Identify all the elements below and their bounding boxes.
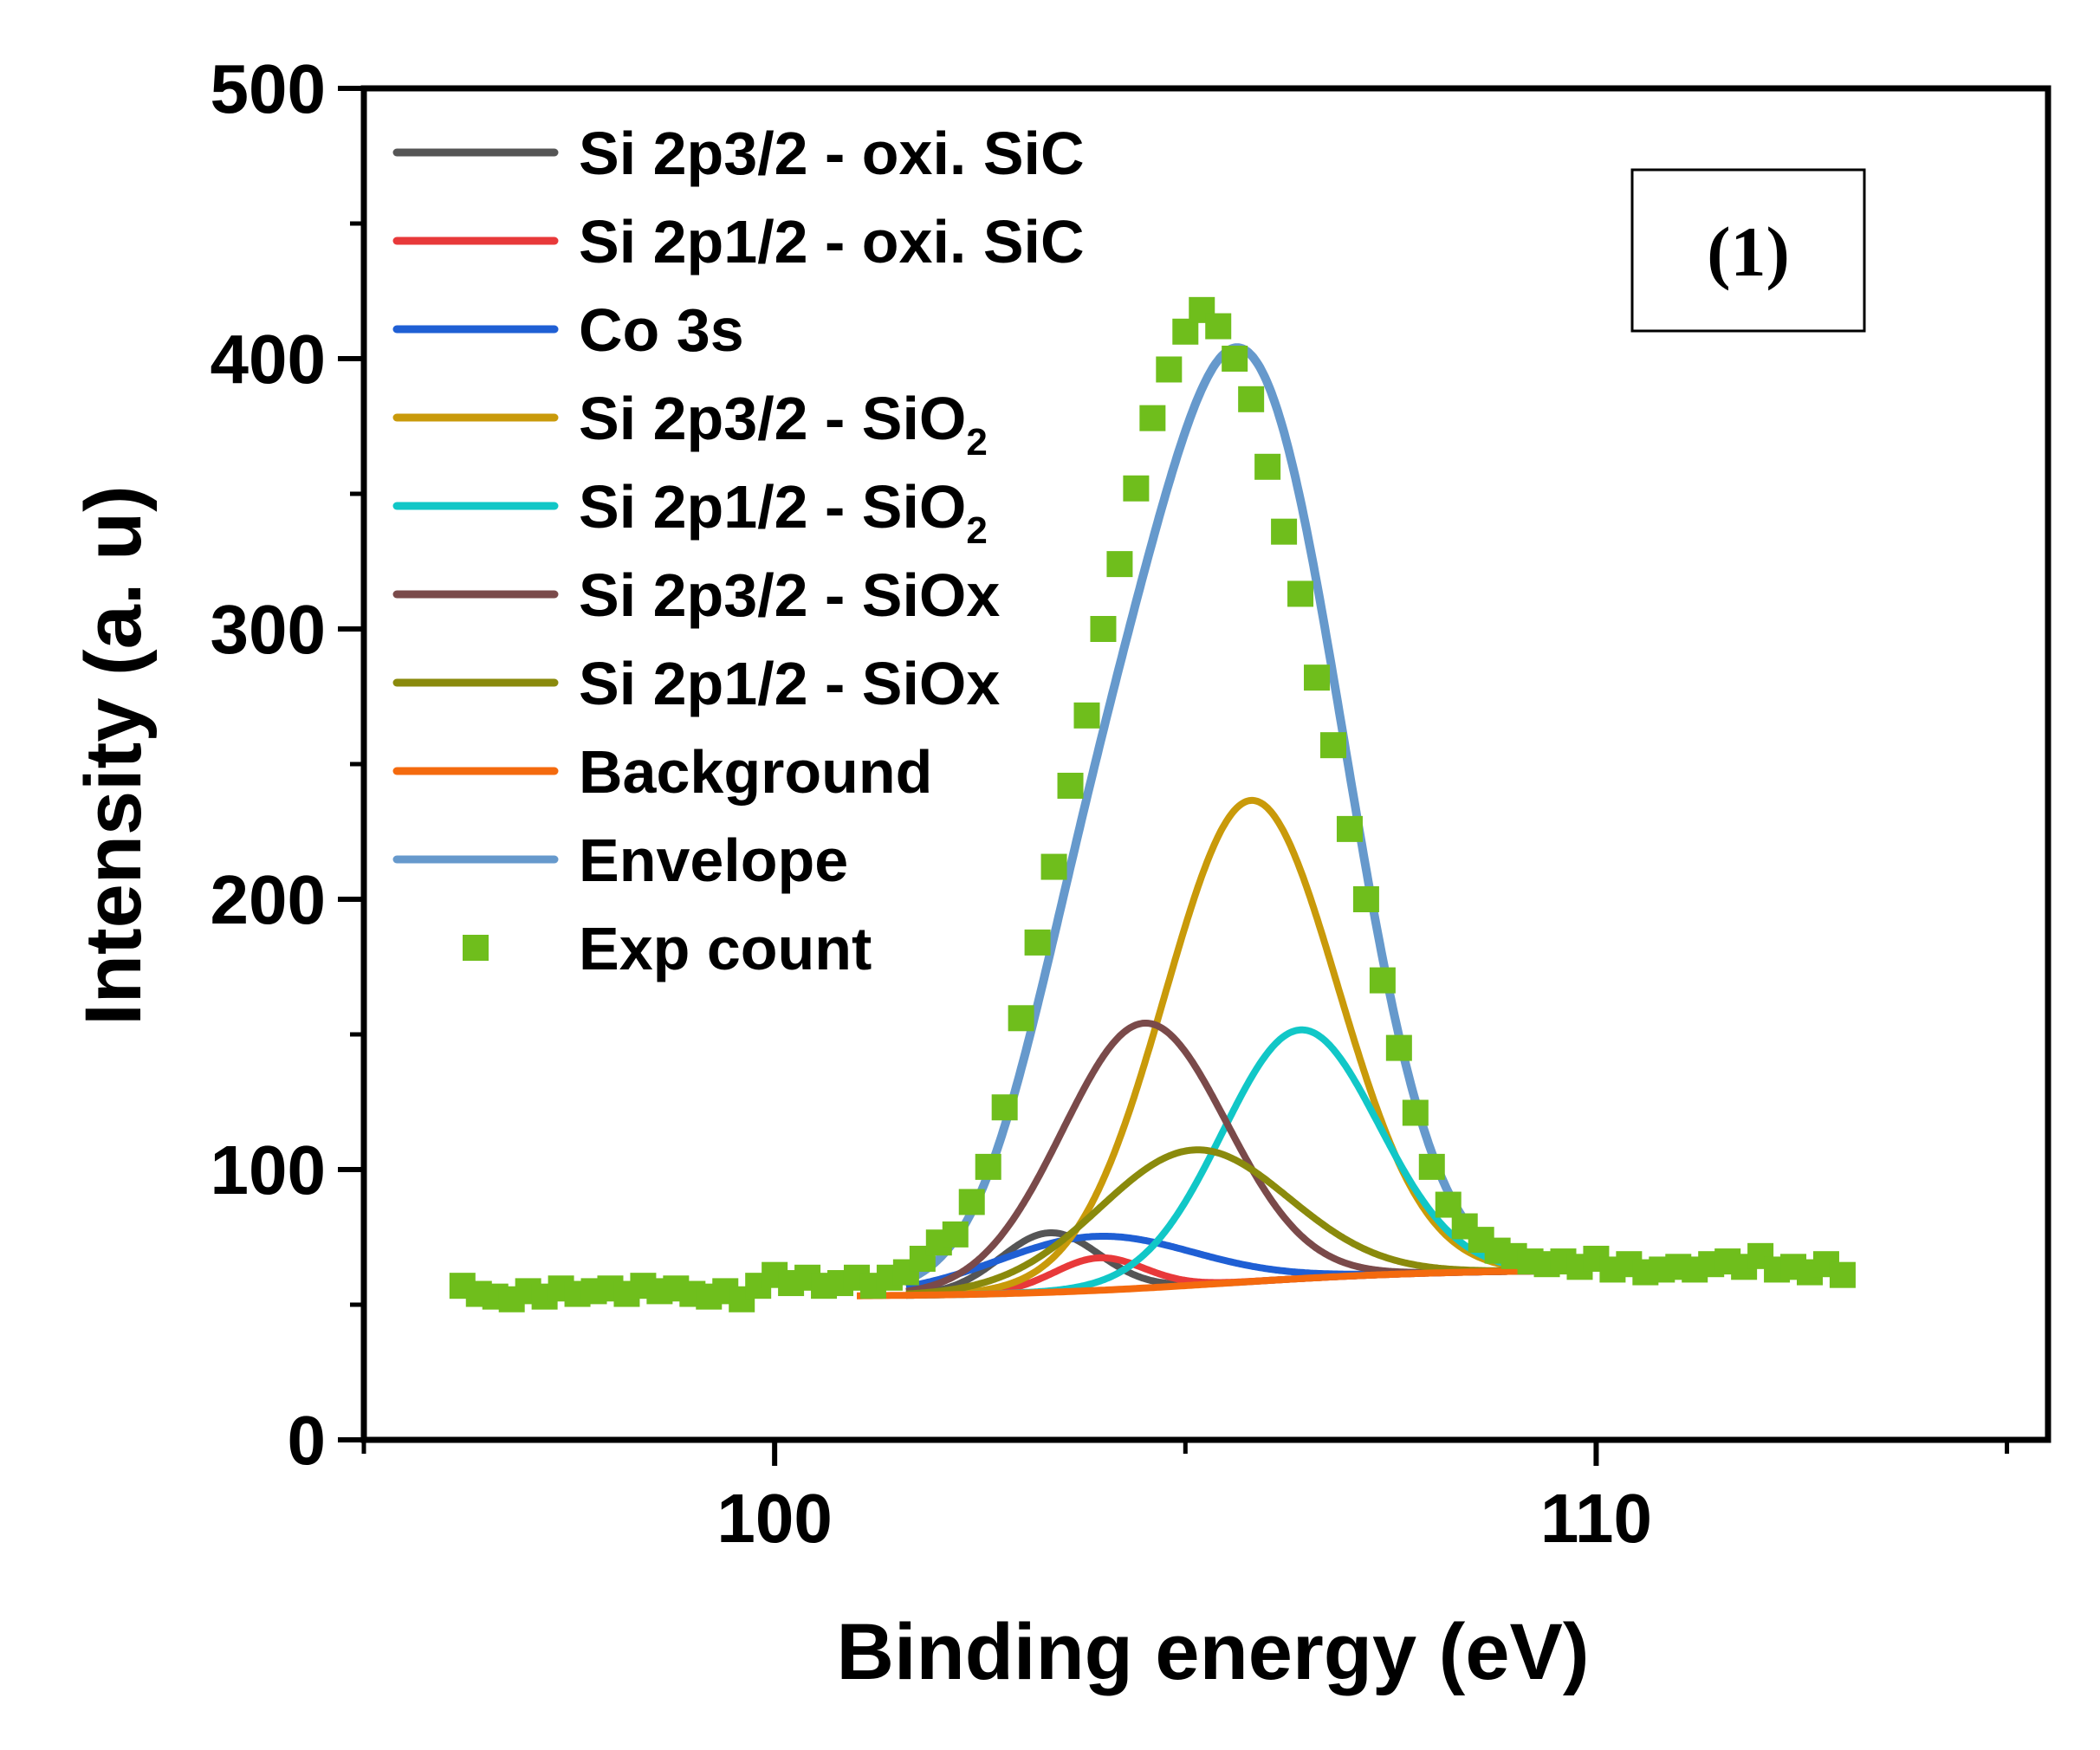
x-axis-ticks: 100 110 xyxy=(361,1440,2010,1557)
exp-data-point xyxy=(1238,386,1265,412)
panel-label-box: (1) xyxy=(1630,168,1866,333)
legend-label: Si 2p3/2 - oxi. SiC xyxy=(579,120,1085,187)
exp-data-point xyxy=(1222,346,1248,372)
exp-data-point xyxy=(1073,702,1100,729)
exp-data-point xyxy=(1205,313,1232,340)
exp-data-point xyxy=(1336,815,1363,842)
exp-data-point xyxy=(1304,664,1331,691)
exp-data-point xyxy=(1123,475,1150,502)
legend-label: Envelope xyxy=(579,826,848,894)
exp-data-point xyxy=(1024,929,1051,956)
legend-label: Exp count xyxy=(579,915,872,982)
exp-data-point xyxy=(1090,616,1117,642)
y-tick-label: 500 xyxy=(211,50,326,127)
exp-data-point xyxy=(1254,453,1281,480)
background-curve xyxy=(857,1267,1547,1300)
x-axis-title: Binding energy (eV) xyxy=(837,1608,1590,1696)
panel-label: (1) xyxy=(1707,212,1790,291)
y-tick-label: 300 xyxy=(211,591,326,668)
exp-data-point xyxy=(1402,1099,1429,1126)
exp-data-point xyxy=(1057,772,1084,799)
y-tick-label: 200 xyxy=(211,861,326,938)
exp-data-point xyxy=(975,1153,1001,1180)
exp-data-point xyxy=(958,1189,985,1215)
legend-label: Co 3s xyxy=(579,296,744,364)
exp-data-point xyxy=(1319,732,1346,759)
legend-label: Si 2p3/2 - SiOx xyxy=(579,561,1000,629)
x-tick-label: 100 xyxy=(716,1480,832,1557)
y-tick-label: 0 xyxy=(288,1402,327,1479)
y-axis-title: Intensity (a. u) xyxy=(69,485,158,1026)
exp-data-point xyxy=(1156,356,1183,383)
component-curve xyxy=(904,796,1549,1299)
y-tick-label: 100 xyxy=(211,1131,326,1209)
y-tick-label: 400 xyxy=(211,321,326,398)
legend-label: Si 2p1/2 - SiOx xyxy=(579,650,1000,717)
exp-data-point xyxy=(1106,551,1133,578)
x-tick-label: 110 xyxy=(1540,1480,1652,1557)
legend-label: Si 2p1/2 - SiO2 xyxy=(579,473,988,552)
legend-label: Background xyxy=(579,738,932,806)
legend-label: Si 2p1/2 - oxi. SiC xyxy=(579,208,1085,275)
plot-series xyxy=(449,296,1856,1312)
plot-frame xyxy=(360,85,2051,1443)
legend-label: Si 2p3/2 - SiO2 xyxy=(579,385,988,463)
exp-data-point xyxy=(1040,853,1067,880)
exp-data-point xyxy=(1139,405,1166,431)
exp-data-point xyxy=(1287,580,1314,607)
exp-data-point xyxy=(1829,1261,1856,1288)
component-curve xyxy=(904,1146,1549,1298)
exp-data-point xyxy=(1352,886,1379,912)
exp-data-point xyxy=(1369,967,1396,994)
exp-data-point xyxy=(1271,518,1298,545)
exp-data-point xyxy=(1418,1153,1445,1180)
legend: Si 2p3/2 - oxi. SiC Si 2p1/2 - oxi. SiC Co… xyxy=(392,120,1085,982)
exp-data-point xyxy=(991,1094,1018,1121)
exp-data-point xyxy=(1385,1034,1412,1061)
exp-data-point xyxy=(1008,1005,1034,1032)
legend-swatch xyxy=(463,935,489,961)
exp-data-point xyxy=(942,1221,969,1248)
